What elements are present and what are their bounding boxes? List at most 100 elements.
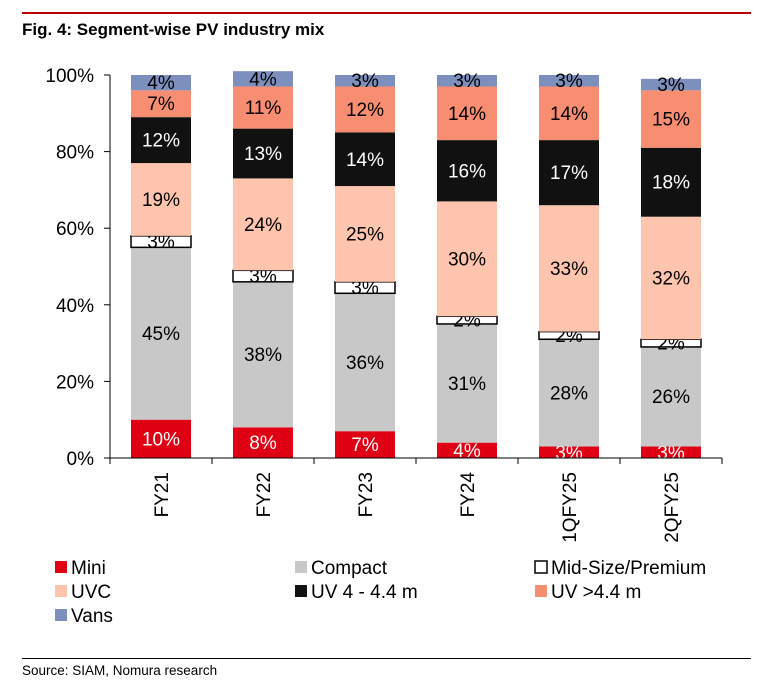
bar-segment xyxy=(437,140,497,202)
data-label: 26% xyxy=(652,387,690,408)
data-label: 14% xyxy=(550,104,588,125)
legend-swatch xyxy=(55,585,67,597)
data-label: 4% xyxy=(453,441,481,462)
bar-segment xyxy=(131,75,191,91)
data-label: 3% xyxy=(657,75,685,96)
bar-segment xyxy=(641,90,701,148)
data-label: 14% xyxy=(346,150,384,171)
data-label: 36% xyxy=(346,353,384,374)
figure-title: Fig. 4: Segment-wise PV industry mix xyxy=(22,20,325,39)
data-label: 3% xyxy=(249,267,277,288)
data-label: 24% xyxy=(244,215,282,236)
legend-item: Vans xyxy=(55,606,113,627)
legend-item: Compact xyxy=(295,558,388,579)
legend-item: Mid-Size/Premium xyxy=(534,558,706,579)
data-label: 38% xyxy=(244,345,282,366)
data-label: 32% xyxy=(652,268,690,289)
legend-label: Mid-Size/Premium xyxy=(551,558,706,579)
data-label: 33% xyxy=(550,259,588,280)
data-label: 3% xyxy=(351,278,379,299)
data-label: 16% xyxy=(448,161,486,182)
legend-label: Mini xyxy=(71,558,106,579)
data-label: 3% xyxy=(657,443,685,464)
data-label: 4% xyxy=(249,69,277,90)
y-tick-label: 40% xyxy=(56,296,94,317)
bar-segment xyxy=(641,446,701,458)
data-label: 3% xyxy=(147,232,175,253)
bar-segment xyxy=(131,419,191,458)
data-label: 7% xyxy=(351,435,379,456)
legend-label: Vans xyxy=(71,606,113,627)
data-label: 12% xyxy=(142,131,180,152)
bar-segment xyxy=(131,163,191,236)
legend-item: UVC xyxy=(55,582,111,603)
bar-segment xyxy=(335,431,395,458)
data-label: 28% xyxy=(550,383,588,404)
bar-segment xyxy=(335,293,395,432)
legend-label: UV 4 - 4.4 m xyxy=(311,582,418,603)
data-label: 4% xyxy=(147,73,175,94)
data-label: 3% xyxy=(351,71,379,92)
bar-stack: 7% 36% 3% 25% 14% 12% 3% xyxy=(334,71,396,458)
data-label: 12% xyxy=(346,100,384,121)
bar-segment xyxy=(437,442,497,458)
y-tick-label: 0% xyxy=(67,449,95,470)
bar-segment xyxy=(437,86,497,141)
data-label: 3% xyxy=(453,71,481,92)
bar-segment xyxy=(335,186,395,282)
bar-segment xyxy=(335,86,395,133)
y-tick-label: 100% xyxy=(45,66,94,87)
bar-segment xyxy=(131,117,191,164)
data-label: 10% xyxy=(142,429,180,450)
x-tick-label: FY24 xyxy=(458,472,479,518)
data-label: 3% xyxy=(555,71,583,92)
bar-segment xyxy=(539,339,599,447)
legend-swatch xyxy=(55,561,67,573)
data-label: 15% xyxy=(652,110,690,131)
data-label: 31% xyxy=(448,374,486,395)
bar-segment xyxy=(335,132,395,187)
legend-swatch xyxy=(535,585,547,597)
y-tick-label: 80% xyxy=(56,143,94,164)
x-tick-label: FY21 xyxy=(152,472,173,517)
legend-item: UV >4.4 m xyxy=(535,582,641,603)
bar-segment xyxy=(130,235,192,249)
data-label: 19% xyxy=(142,190,180,211)
y-axis: 0% 20% 40% 60% 80% 100% xyxy=(45,66,111,470)
bar-segment xyxy=(437,323,497,443)
bar-segment xyxy=(233,86,293,129)
legend-swatch xyxy=(55,609,67,621)
x-tick-label: 2QFY25 xyxy=(662,472,683,543)
bar-segment xyxy=(233,178,293,271)
bar-segment xyxy=(539,140,599,206)
x-tick-label: FY22 xyxy=(254,472,275,517)
bar-segment xyxy=(641,78,701,91)
bar-segment xyxy=(233,128,293,179)
bar-segment xyxy=(539,86,599,141)
bar-stack: 3%28%2%33%17%14%3% xyxy=(538,71,600,464)
top-rule xyxy=(22,12,751,14)
bar-segment xyxy=(641,216,701,340)
x-axis: FY21 FY22 FY23 FY24 1QFY25 2QFY25 xyxy=(109,457,723,543)
bar-segment xyxy=(131,90,191,118)
bar-segment xyxy=(131,247,191,420)
bars: 10%45%3%19%12%7%4%8%38%3%24%13%11%4%7%36… xyxy=(130,69,702,464)
data-label: 30% xyxy=(448,249,486,270)
legend-label: Compact xyxy=(311,558,388,579)
bar-segment xyxy=(233,71,293,87)
bar-stack: 4%31%2%30%16%14%3% xyxy=(436,71,498,462)
bar-segment xyxy=(539,446,599,458)
bar-segment xyxy=(641,346,701,447)
y-tick-label: 60% xyxy=(56,219,94,240)
source-note: Source: SIAM, Nomura research xyxy=(22,663,218,678)
data-label: 13% xyxy=(244,144,282,165)
data-label: 18% xyxy=(652,173,690,194)
bar-stack: 10% 45% 3% 19% 12% 7%4% xyxy=(130,73,192,458)
bar-segment xyxy=(539,205,599,332)
legend: Mini Compact Mid-Size/Premium UVC UV 4 - 4.4… xyxy=(55,558,706,627)
legend-item: UV 4 - 4.4 m xyxy=(295,582,418,603)
bottom-rule xyxy=(22,658,751,659)
bar-stack: 3%26%2%32%18%15%3% xyxy=(640,75,702,464)
legend-swatch xyxy=(534,560,548,574)
